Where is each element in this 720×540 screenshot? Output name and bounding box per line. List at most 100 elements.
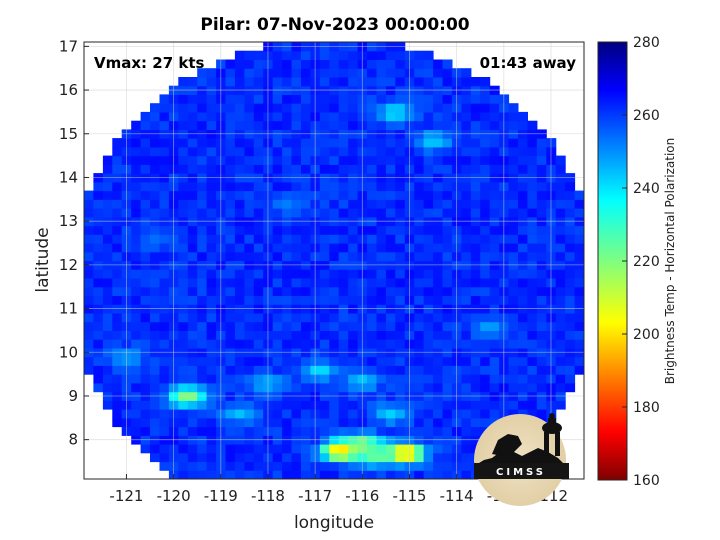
swath-cell [480,208,491,218]
swath-cell [197,409,208,419]
swath-cell [197,103,208,113]
swath-cell [480,321,491,331]
swath-cell [414,50,425,60]
swath-cell [348,417,359,428]
swath-cell [423,138,434,148]
swath-cell [187,94,198,104]
swath-cell [319,295,330,305]
swath-cell [348,365,359,375]
swath-cell [508,146,519,157]
swath-cell [319,199,330,209]
swath-cell [433,146,444,157]
swath-cell [187,286,198,296]
swath-cell [178,138,189,148]
swath-cell [197,444,208,454]
swath-cell [461,269,472,279]
swath-cell [244,103,255,113]
swath-cell [206,330,217,340]
swath-cell [338,365,349,375]
swath-cell [282,295,293,305]
swath-cell [319,146,330,157]
swath-cell [536,234,547,244]
swath-cell [470,286,481,296]
swath-cell [234,120,245,130]
swath-cell [244,409,255,419]
colorbar-tick-label: 200 [633,327,660,343]
swath-cell [112,234,123,244]
swath-cell [319,120,330,130]
swath-cell [385,312,396,323]
swath-cell [225,269,236,279]
swath-cell [470,164,481,174]
swath-cell [461,444,472,454]
swath-cell [574,269,584,279]
swath-cell [329,251,340,262]
swath-cell [518,321,528,331]
swath-cell [461,77,472,87]
swath-cell [244,417,255,428]
swath-cell [197,321,208,331]
swath-cell [178,103,189,113]
swath-cell [395,68,406,78]
swath-cell [385,50,396,60]
swath-cell [385,426,396,436]
swath-cell [131,417,142,428]
swath-cell [433,286,444,296]
swath-cell [423,470,434,479]
swath-cell [301,374,311,384]
swath-cell [433,199,444,209]
swath-cell [433,68,444,78]
swath-cell [367,278,377,288]
swath-cell [470,330,481,340]
swath-cell [329,339,340,349]
swath-cell [234,417,245,428]
swath-cell [178,278,189,288]
swath-cell [187,120,198,130]
swath-cell [376,295,387,305]
swath-cell [461,461,472,471]
swath-cell [272,155,283,165]
swath-cell [367,269,377,279]
swath-cell [140,365,151,375]
swath-cell [385,330,396,340]
swath-cell [319,103,330,113]
swath-cell [282,59,293,69]
swath-cell [131,199,142,209]
swath-cell [395,269,406,279]
swath-cell [480,120,491,130]
swath-cell [395,374,406,384]
swath-cell [367,103,377,113]
swath-cell [319,400,330,410]
swath-cell [442,365,453,375]
swath-cell [348,77,359,87]
swath-cell [234,409,245,419]
swath-cell [225,356,236,366]
swath-cell [102,181,113,192]
swath-cell [178,356,189,366]
swath-cell [527,146,538,157]
swath-cell [253,208,264,218]
swath-cell [272,77,283,87]
swath-cell [348,339,359,349]
swath-cell [187,426,198,436]
swath-cell [234,208,245,218]
swath-cell [536,146,547,157]
swath-cell [348,286,359,296]
vmax-annotation: Vmax: 27 kts [94,54,204,72]
swath-cell [178,286,189,296]
swath-cell [159,339,170,349]
swath-cell [253,295,264,305]
swath-cell [272,243,283,253]
swath-cell [244,278,255,288]
swath-cell [348,444,359,454]
swath-cell [536,330,547,340]
swath-cell [291,199,302,209]
swath-cell [140,138,151,148]
swath-cell [178,339,189,349]
swath-cell [319,208,330,218]
swath-cell [489,146,500,157]
swath-cell [338,444,349,454]
swath-cell [197,339,208,349]
y-tick-label: 16 [59,81,78,99]
swath-cell [301,286,311,296]
